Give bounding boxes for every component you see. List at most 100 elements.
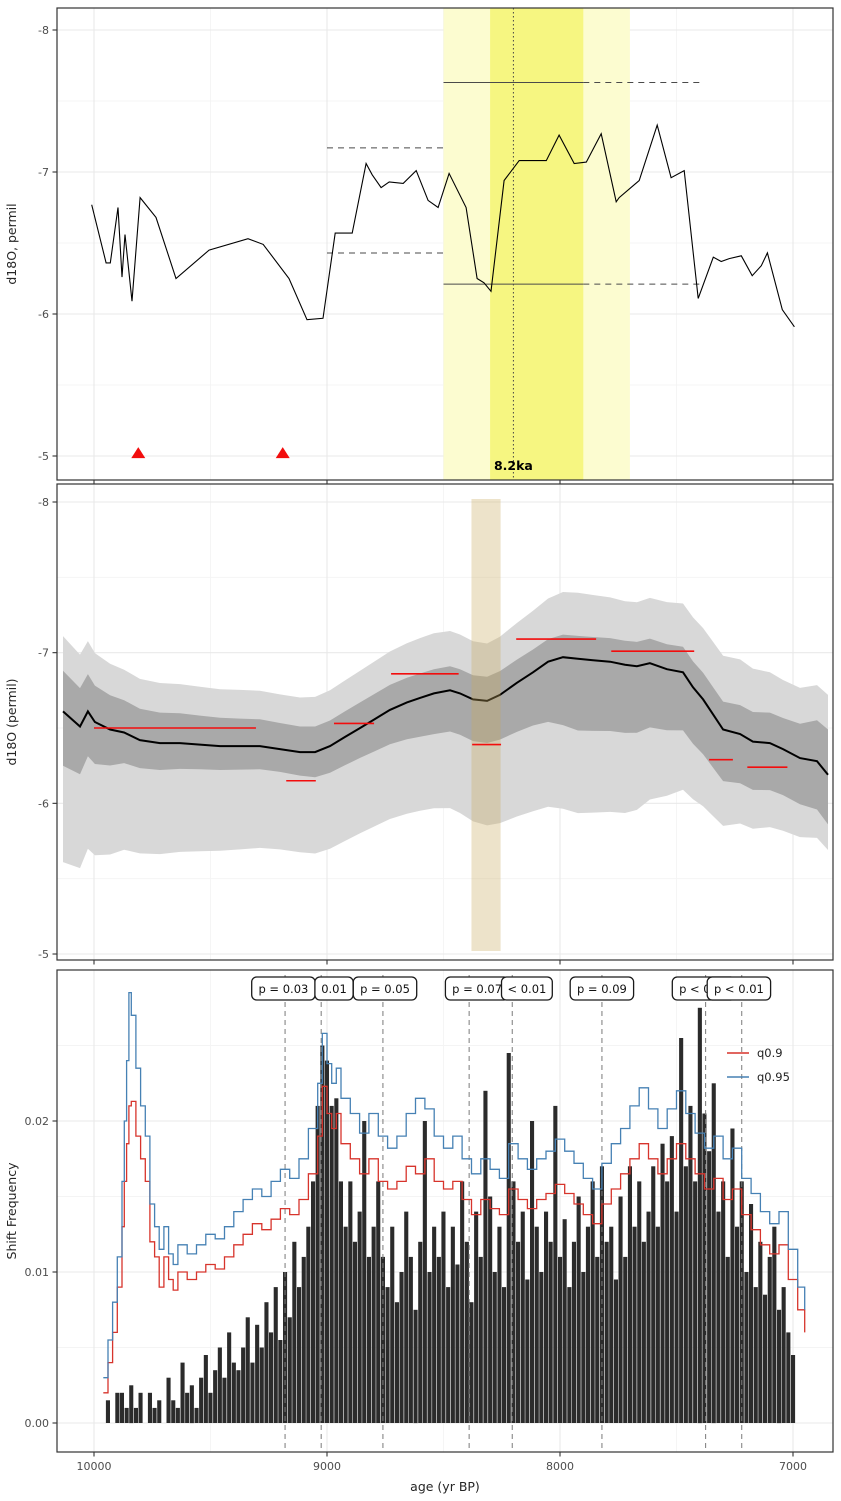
y-axis-title-panel-1: d18O, permil (4, 203, 19, 284)
shift-frequency-bar (707, 1151, 712, 1423)
shift-frequency-bar (171, 1400, 176, 1423)
y-tick-label: -5 (38, 450, 49, 463)
shift-frequency-bar (133, 1407, 138, 1423)
shift-frequency-bar (297, 1287, 302, 1423)
shift-frequency-bar (185, 1392, 190, 1423)
shift-frequency-bar (259, 1347, 264, 1423)
shift-frequency-bar (147, 1392, 152, 1423)
shift-frequency-bar (324, 1060, 329, 1423)
shift-frequency-bar (287, 1317, 292, 1423)
shift-frequency-bar (749, 1204, 754, 1423)
shift-frequency-bar (255, 1324, 260, 1423)
shift-frequency-bar (641, 1241, 646, 1423)
shift-frequency-bar (506, 1053, 511, 1423)
shift-frequency-bar (735, 1226, 740, 1423)
shift-frequency-bar (157, 1400, 162, 1423)
p-value-box: p = 0.03 (251, 976, 316, 1001)
shift-frequency-bar (758, 1241, 763, 1423)
shift-frequency-bar (590, 1181, 595, 1423)
shift-frequency-bar (394, 1302, 399, 1423)
shift-frequency-bar (516, 1241, 521, 1423)
shift-frequency-bar (376, 1181, 381, 1423)
shift-frequency-bar (632, 1226, 637, 1423)
shift-frequency-bar (469, 1302, 474, 1423)
shift-frequency-bar (581, 1272, 586, 1423)
y-tick-label: 0.02 (25, 1115, 50, 1128)
shift-frequency-bar (683, 1166, 688, 1423)
shift-frequency-bar (408, 1256, 413, 1423)
shift-frequency-bar (455, 1264, 460, 1423)
shift-frequency-bar (362, 1121, 367, 1423)
shift-frequency-bar (763, 1294, 768, 1423)
shift-frequency-bar (511, 1181, 516, 1423)
shift-frequency-bar (651, 1166, 656, 1423)
x-tick-label: 8000 (546, 1460, 574, 1473)
shift-frequency-bar (399, 1272, 404, 1423)
shift-frequency-bar (697, 1007, 702, 1424)
shift-frequency-bar (613, 1279, 618, 1423)
shift-frequency-bar (413, 1309, 418, 1424)
shift-frequency-bar (273, 1287, 278, 1423)
shift-frequency-bar (175, 1407, 180, 1423)
inner-yellow-band (490, 8, 584, 480)
p-value-box-rect (352, 976, 418, 1001)
shift-frequency-bar (702, 1113, 707, 1423)
shift-frequency-bar (311, 1181, 316, 1423)
p-value-label: p = 0.03 (258, 982, 308, 996)
shift-frequency-bar (534, 1226, 539, 1423)
shift-frequency-bar (241, 1347, 246, 1423)
p-value-box: p = 0.05 (352, 976, 418, 1001)
shift-frequency-bar (129, 1385, 134, 1424)
shift-frequency-bar (199, 1377, 204, 1423)
shift-frequency-bar (744, 1272, 749, 1423)
shift-frequency-bar (721, 1181, 726, 1423)
y-tick-label: -7 (38, 166, 49, 179)
shift-frequency-bar (352, 1241, 357, 1423)
shift-frequency-bar (753, 1287, 758, 1423)
shift-frequency-bar (609, 1226, 614, 1423)
shift-frequency-bar (772, 1226, 777, 1423)
y-tick-label: -6 (38, 797, 49, 810)
shift-frequency-bar (567, 1287, 572, 1423)
panel-border (56, 7, 834, 481)
p-value-label: p = 0.07 (452, 982, 502, 996)
p-value-box: 0.01 (314, 976, 354, 1001)
confidence-band-inner (63, 634, 828, 825)
shift-frequency-bar (464, 1241, 469, 1423)
shift-frequency-bar (478, 1256, 483, 1423)
shift-frequency-bar (623, 1256, 628, 1423)
shift-frequency-bar (418, 1241, 423, 1423)
shift-frequency-bar (716, 1211, 721, 1423)
shift-frequency-bar (301, 1256, 306, 1423)
y-tick-label: -8 (38, 496, 49, 509)
shift-frequency-bar (655, 1226, 660, 1423)
shift-frequency-bar (767, 1256, 772, 1423)
shift-frequency-bar (432, 1226, 437, 1423)
x-axis-title: age (yr BP) (410, 1479, 480, 1494)
p-value-label: 0.01 (321, 982, 347, 996)
shift-frequency-bar (627, 1166, 632, 1423)
shift-frequency-bar (390, 1226, 395, 1423)
shift-frequency-bar (781, 1287, 786, 1423)
shift-frequency-bar (292, 1241, 297, 1423)
shift-frequency-bar (222, 1377, 227, 1423)
shift-frequency-bar (315, 1105, 320, 1423)
shift-frequency-bar (166, 1377, 171, 1423)
shift-frequency-bar (203, 1355, 208, 1423)
shift-frequency-bar (119, 1392, 124, 1423)
shift-frequency-bar (595, 1256, 600, 1423)
event-label: 8.2ka (494, 458, 533, 473)
p-value-box-rect (569, 976, 635, 1001)
shift-frequency-bar (786, 1332, 791, 1423)
shift-frequency-bar (236, 1370, 241, 1423)
shift-frequency-bar (777, 1309, 782, 1424)
p-value-label: p < 0.01 (714, 982, 764, 996)
shift-frequency-bar (329, 1105, 334, 1423)
shift-frequency-bar (343, 1226, 348, 1423)
shift-frequency-bar (530, 1121, 535, 1423)
shift-frequency-bar (152, 1407, 157, 1423)
shift-frequency-bar (688, 1105, 693, 1423)
y-tick-label: -7 (38, 647, 49, 660)
event-marker-triangle (131, 447, 146, 459)
